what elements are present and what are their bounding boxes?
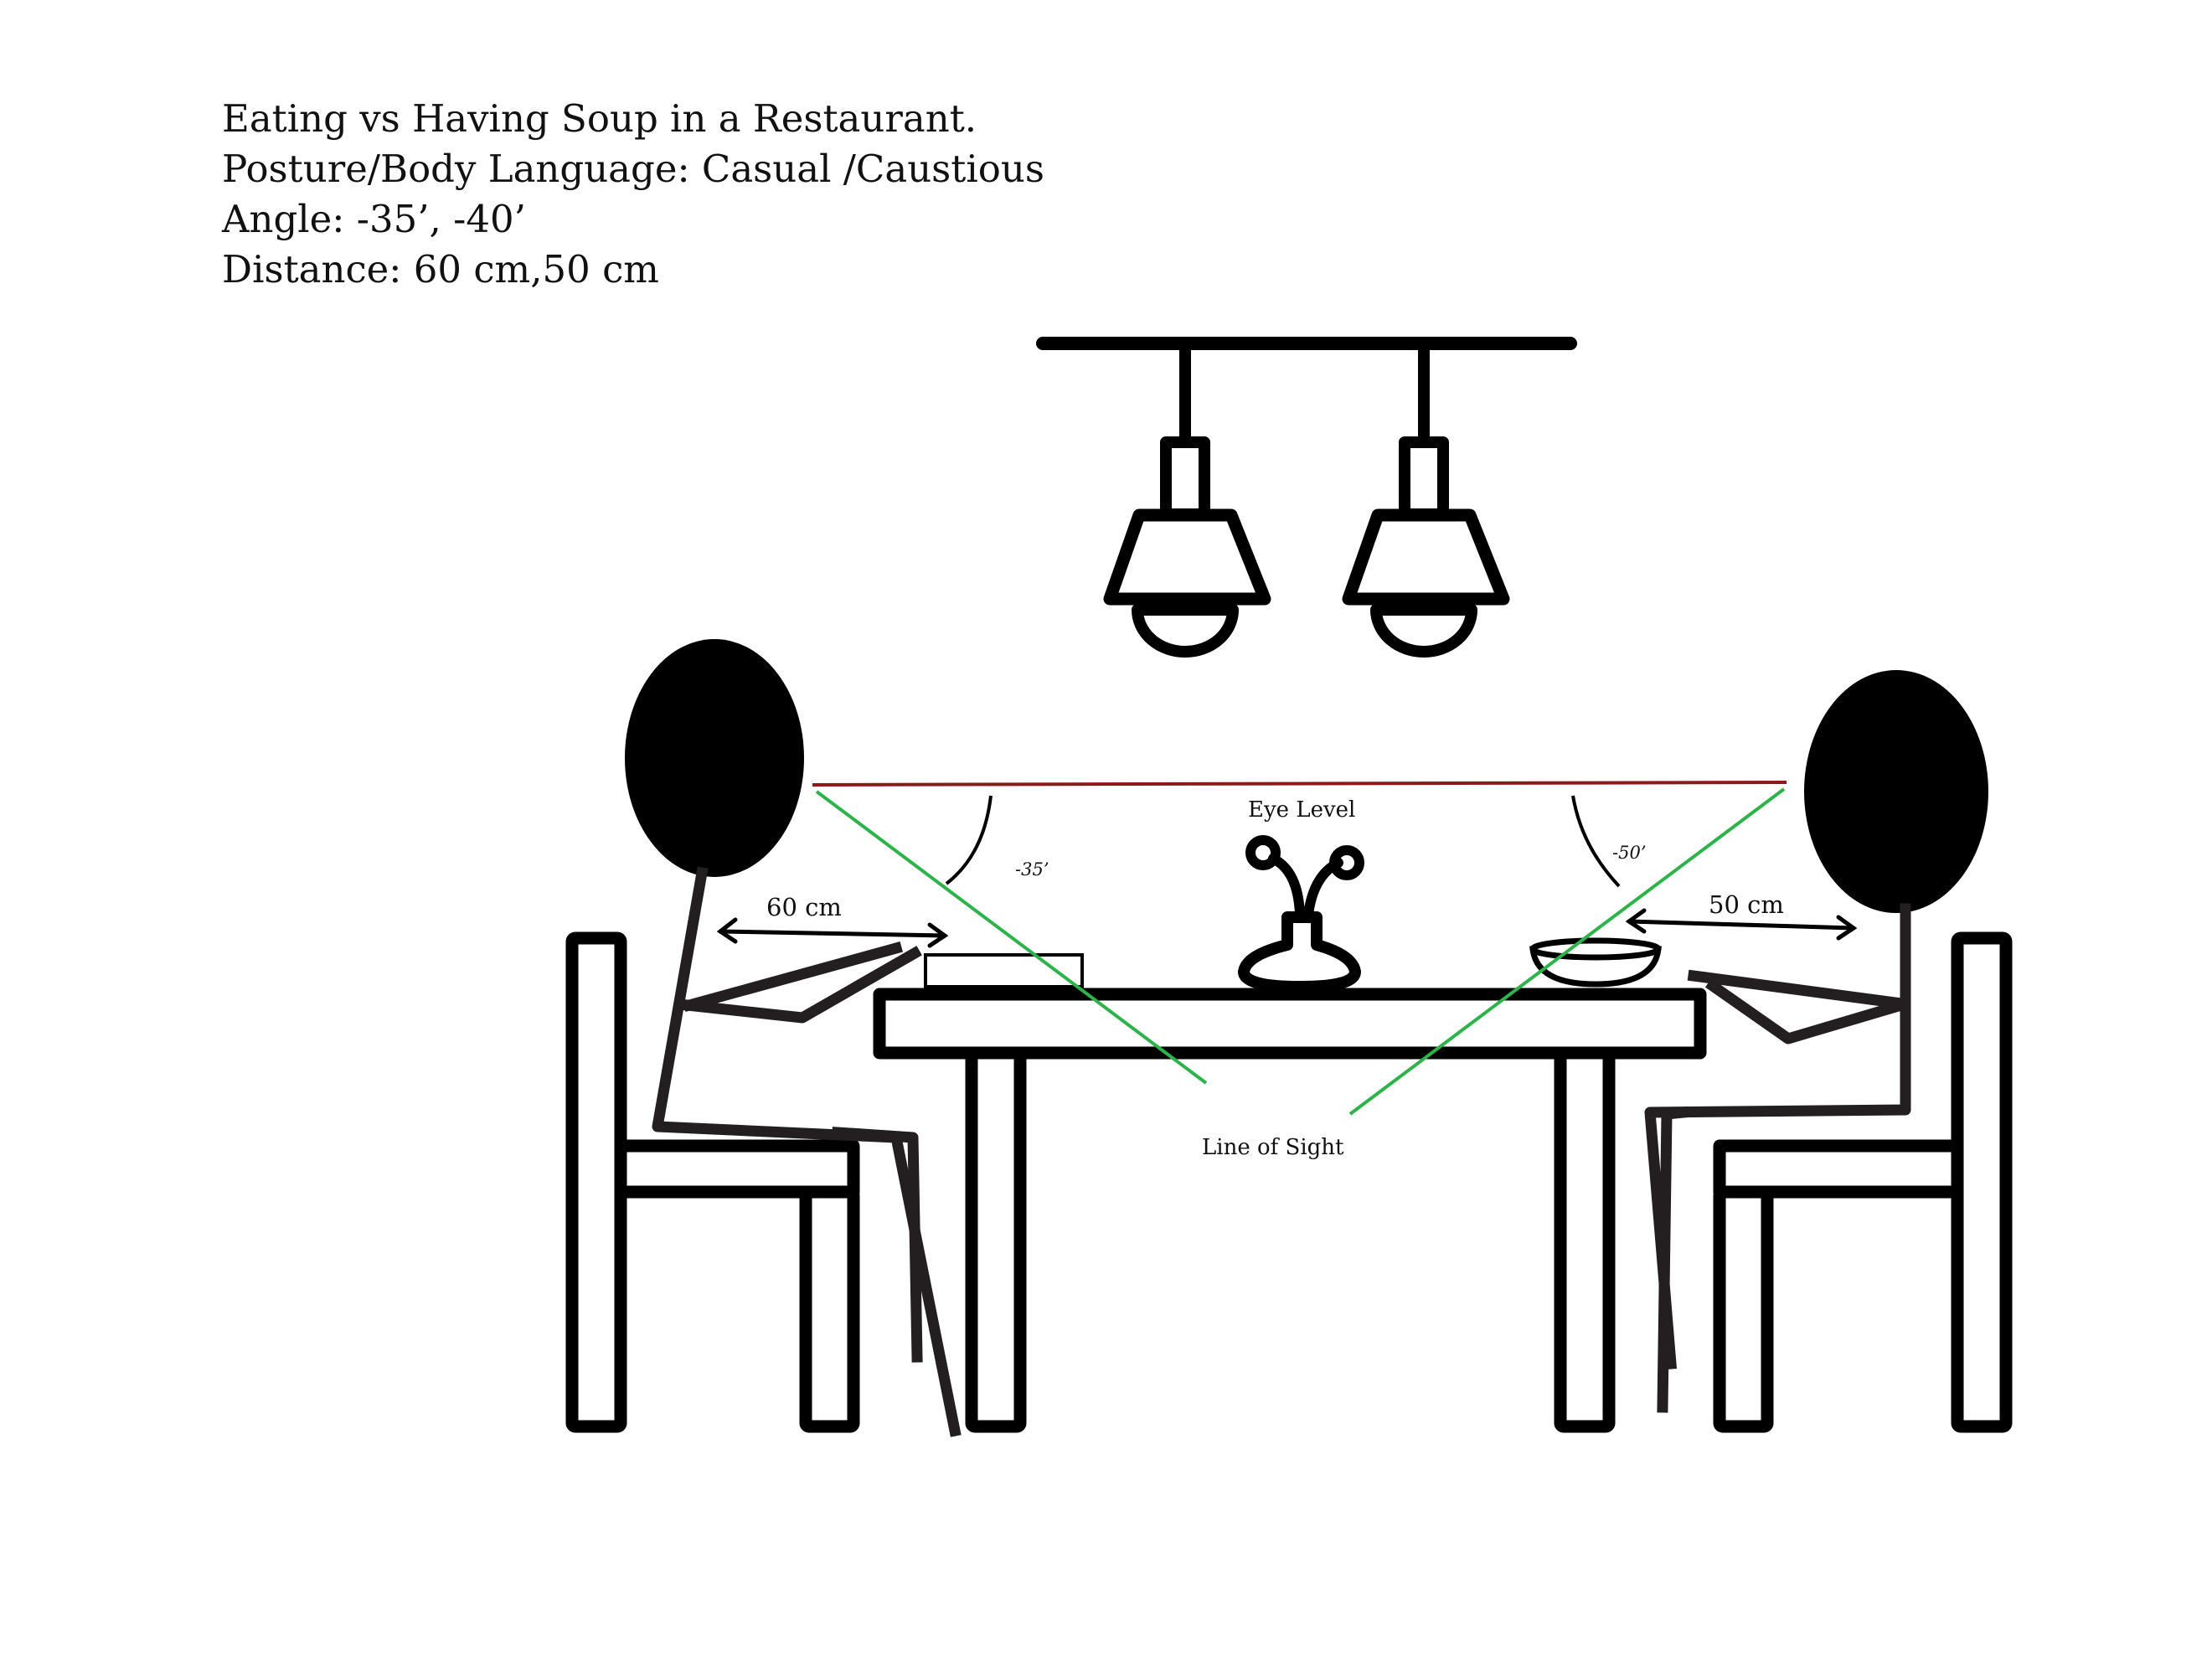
left-arm bbox=[680, 946, 922, 1024]
table-leg-right bbox=[1554, 1046, 1616, 1433]
left-chair-front-leg bbox=[799, 1185, 860, 1433]
line-of-sight-left bbox=[815, 790, 1208, 1085]
left-chair-back bbox=[565, 931, 627, 1433]
distance-arrow-right bbox=[1625, 908, 1858, 941]
left-body-leg bbox=[652, 866, 962, 1437]
pendant-lamp-icon bbox=[1342, 338, 1510, 658]
right-person-icon bbox=[1644, 670, 1988, 1413]
right-head bbox=[1804, 670, 1988, 913]
right-shin bbox=[1657, 1106, 1690, 1413]
distance-left-label: 60 cm bbox=[766, 893, 842, 921]
right-chair-icon bbox=[1713, 931, 2013, 1433]
right-chair-front-leg bbox=[1713, 1185, 1774, 1433]
table-icon bbox=[873, 988, 1707, 1433]
distance-right-label: 50 cm bbox=[1709, 890, 1784, 919]
angle-right-label: -50’ bbox=[1612, 843, 1647, 863]
distance-arrow-left bbox=[716, 917, 949, 948]
angle-left-label: -35’ bbox=[1015, 859, 1049, 880]
angle-arc-right bbox=[1571, 795, 1621, 888]
pendant-lamps-icon bbox=[1036, 337, 1577, 658]
table-top bbox=[873, 988, 1707, 1060]
right-chair-seat bbox=[1713, 1139, 1964, 1199]
right-arm bbox=[1704, 978, 1909, 1045]
caption-title: Eating vs Having Soup in a Restaurant. bbox=[222, 96, 977, 141]
eye-level-line bbox=[812, 781, 1787, 787]
line-of-sight-right bbox=[1348, 787, 1786, 1116]
soup-bowl-icon bbox=[1529, 937, 1662, 988]
angle-arc-left bbox=[945, 795, 993, 885]
left-head bbox=[625, 639, 804, 877]
caption-distance: Distance: 60 cm,50 cm bbox=[222, 247, 659, 291]
left-chair-seat bbox=[614, 1139, 860, 1199]
right-forearm bbox=[1687, 969, 1908, 1010]
left-person-icon bbox=[625, 639, 962, 1437]
pendant-lamp-icon bbox=[1103, 338, 1271, 658]
vase-icon bbox=[1238, 835, 1364, 993]
eye-level-label: Eye Level bbox=[1248, 797, 1355, 823]
table-leg-left bbox=[965, 1046, 1027, 1433]
left-shin bbox=[832, 1127, 923, 1363]
left-chair-icon bbox=[565, 931, 860, 1433]
left-forearm bbox=[683, 941, 903, 1012]
right-chair-back bbox=[1951, 931, 2013, 1433]
diagram-caption: Eating vs Having Soup in a Restaurant. P… bbox=[222, 94, 1044, 295]
caption-posture: Posture/Body Language: Casual /Caustious bbox=[222, 147, 1044, 191]
caption-angle: Angle: -35’, -40’ bbox=[222, 197, 526, 241]
line-of-sight-label: Line of Sight bbox=[1202, 1135, 1344, 1160]
